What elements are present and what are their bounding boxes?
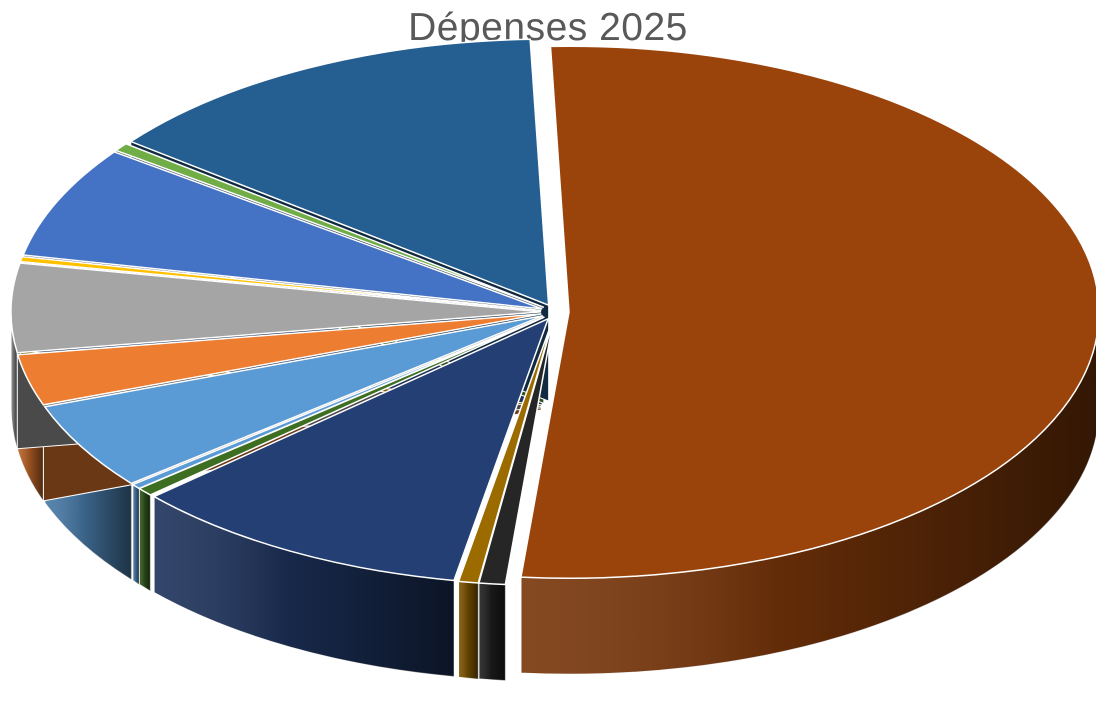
pie-slice-12 bbox=[114, 142, 545, 309]
pie-slice-11 bbox=[22, 151, 543, 310]
pie-slice-side-shading bbox=[478, 583, 506, 681]
pie-slice-4 bbox=[152, 317, 550, 582]
pie-slice-side-shading bbox=[458, 581, 479, 679]
pie-slice-7 bbox=[43, 315, 544, 485]
pie-slice-side-shading bbox=[520, 340, 1096, 675]
pie-slice-6 bbox=[131, 316, 545, 490]
pie-tops bbox=[10, 38, 1096, 586]
pie-slice-9 bbox=[10, 262, 542, 354]
pie-slice-side-shading bbox=[154, 496, 454, 677]
pie-slice-8 bbox=[16, 313, 542, 406]
pie-slice-side-shading bbox=[139, 488, 151, 591]
chart-title: Dépenses 2025 bbox=[408, 6, 688, 49]
pie-slice-side-shading bbox=[11, 311, 18, 449]
pie-slice-1 bbox=[520, 45, 1096, 579]
pie-slice-13 bbox=[129, 38, 550, 307]
pie-slice-10 bbox=[19, 255, 542, 312]
pie-slice-3 bbox=[457, 319, 554, 584]
pie-slice-side-shading bbox=[132, 484, 140, 585]
